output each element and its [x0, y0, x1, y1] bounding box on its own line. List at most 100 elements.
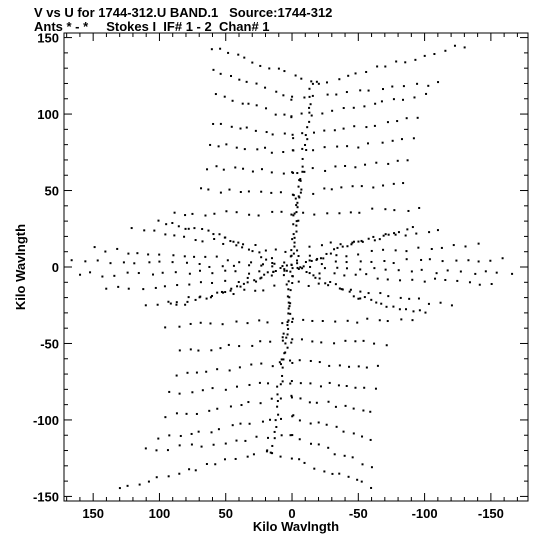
y-tick-label: -100: [33, 413, 59, 428]
uv-point: [325, 81, 328, 84]
uv-point: [275, 425, 278, 428]
uv-point: [289, 289, 292, 292]
x-tick-label: -100: [412, 506, 438, 521]
uv-point: [489, 259, 492, 262]
uv-point: [404, 234, 407, 237]
uv-point: [250, 363, 253, 366]
uv-point: [334, 260, 337, 263]
uv-point: [205, 463, 208, 466]
uv-point: [293, 236, 296, 239]
uv-point: [280, 434, 283, 437]
uv-point: [260, 264, 263, 267]
uv-point: [230, 287, 233, 290]
uv-point: [495, 271, 498, 274]
uv-point: [291, 338, 294, 341]
uv-point: [291, 320, 294, 323]
uv-point: [342, 430, 345, 433]
uv-point: [329, 241, 332, 244]
uv-point: [366, 317, 369, 320]
uv-point: [200, 187, 203, 190]
uv-point: [287, 327, 290, 330]
uv-point: [271, 133, 274, 136]
uv-point: [154, 286, 157, 289]
uv-point: [323, 187, 326, 190]
uv-point: [395, 60, 398, 63]
uv-point: [308, 111, 311, 114]
uv-point: [215, 255, 218, 258]
uv-point: [369, 438, 372, 441]
uv-point: [334, 283, 337, 286]
uv-point: [291, 275, 294, 278]
uv-point: [287, 319, 290, 322]
uv-point: [117, 285, 120, 288]
uv-point: [286, 333, 289, 336]
uv-point: [302, 318, 305, 321]
uv-point: [405, 117, 408, 120]
uv-point: [113, 274, 116, 277]
uv-point: [307, 284, 310, 287]
uv-point: [323, 470, 326, 473]
uv-point: [251, 61, 254, 64]
uv-point: [197, 430, 200, 433]
uv-point: [230, 74, 233, 77]
uv-point: [291, 267, 294, 270]
uv-point: [375, 301, 378, 304]
uv-point: [324, 169, 327, 172]
uv-point: [424, 311, 427, 314]
uv-point: [270, 191, 273, 194]
uv-point: [237, 241, 240, 244]
uv-point: [109, 262, 112, 265]
uv-point: [308, 95, 311, 98]
uv-point: [373, 239, 376, 242]
uv-point: [285, 264, 288, 267]
uv-point: [286, 324, 289, 327]
uv-point: [477, 242, 480, 245]
uv-point: [210, 48, 213, 51]
uv-point: [283, 269, 286, 272]
uv-point: [276, 393, 279, 396]
uv-point: [430, 247, 433, 250]
uv-point: [347, 475, 350, 478]
uv-point: [289, 255, 292, 258]
uv-point: [281, 339, 284, 342]
uv-point: [300, 77, 303, 80]
uv-point: [228, 369, 231, 372]
uv-point: [189, 348, 192, 351]
x-axis-label: Kilo Wavlngth: [253, 519, 339, 534]
uv-point: [404, 61, 407, 64]
uv-point: [171, 261, 174, 264]
uv-point: [287, 301, 290, 304]
uv-point: [357, 240, 360, 243]
chart-title: V vs U for 1744-312.U BAND.1 Source:1744…: [34, 5, 333, 20]
uv-point: [207, 188, 210, 191]
uv-point: [288, 305, 291, 308]
uv-point: [331, 472, 334, 475]
uv-point: [413, 96, 416, 99]
uv-point: [218, 233, 221, 236]
uv-point: [188, 468, 191, 471]
uv-point: [243, 56, 246, 59]
uv-point: [467, 259, 470, 262]
uv-point: [190, 432, 193, 435]
uv-point: [382, 184, 385, 187]
uv-point: [404, 308, 407, 311]
uv-point: [305, 149, 308, 152]
uv-point: [296, 201, 299, 204]
uv-point: [188, 272, 191, 275]
uv-point: [290, 263, 293, 266]
uv-point: [367, 89, 370, 92]
uv-point: [227, 51, 230, 54]
uv-point: [207, 229, 210, 232]
uv-point: [348, 365, 351, 368]
uv-point: [264, 146, 267, 149]
uv-point: [370, 466, 373, 469]
uv-point: [183, 255, 186, 258]
uv-point: [291, 317, 294, 320]
uv-point: [311, 94, 314, 97]
uv-point: [193, 227, 196, 230]
uv-point: [247, 190, 250, 193]
uv-point: [270, 257, 273, 260]
uv-point: [299, 191, 302, 194]
uv-point: [269, 418, 272, 421]
uv-point: [446, 269, 449, 272]
